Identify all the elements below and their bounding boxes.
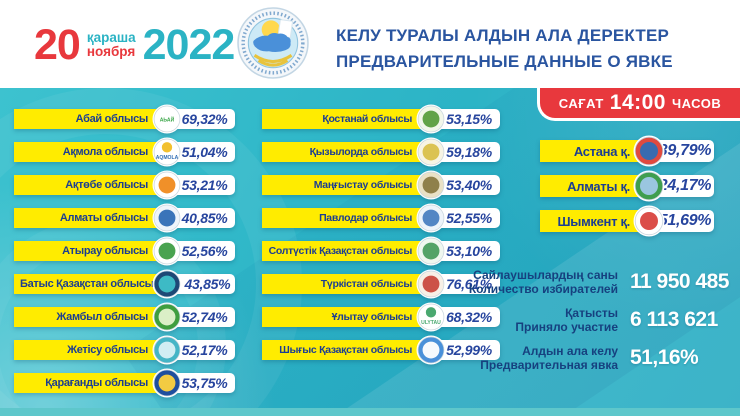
time-badge-time: 14:00 (609, 91, 666, 114)
time-badge-suffix: ЧАСОВ (671, 95, 722, 111)
region-emblem-icon (416, 137, 446, 167)
region-row: Павлодар облысы 52,55% (262, 203, 500, 233)
region-name: Қызылорда облысы (262, 142, 424, 162)
region-name: Ұлытау облысы (262, 307, 424, 327)
turnout-value: 43,85% (165, 274, 235, 294)
region-name: Маңғыстау облысы (262, 175, 424, 195)
region-row: Маңғыстау облысы 53,40% (262, 170, 500, 200)
region-row: Шымкент қ. 51,69% (540, 205, 714, 237)
svg-text:АЬАЙ: АЬАЙ (160, 115, 175, 123)
region-row: Түркістан облысы 76,61% (262, 269, 500, 299)
stat-label-russian: Предварительная явка (480, 357, 618, 372)
stat-label: Сайлаушылардың саны Количество избирателе… (469, 268, 618, 297)
title-kazakh: КЕЛУ ТУРАЛЫ АЛДЫН АЛА ДЕРЕКТЕР (336, 26, 670, 45)
stat-value: 51,16% (630, 345, 699, 369)
region-row: Ақмола облысы 51,04% AQMOLA (14, 137, 235, 167)
region-emblem-icon (416, 170, 446, 200)
header: 20 қараша ноября 2022 (0, 0, 740, 88)
cec-emblem-icon (237, 7, 309, 79)
region-emblem-icon (416, 203, 446, 233)
region-emblem-icon (633, 135, 665, 167)
stat-value: 6 113 621 (630, 308, 718, 332)
region-emblem-icon (152, 269, 182, 299)
region-name: Батыс Қазақстан облысы (14, 274, 166, 294)
region-column-middle: Қостанай облысы 53,15% Қызылорда облысы 59… (262, 104, 500, 365)
region-emblem-icon (416, 104, 446, 134)
date-day: 20 (34, 20, 81, 69)
region-row: Қызылорда облысы 59,18% (262, 137, 500, 167)
region-emblem-icon (416, 269, 446, 299)
region-emblem-icon (152, 368, 182, 398)
region-column-left: Абай облысы 69,32% АЬАЙ Ақмола облысы 51,04… (14, 104, 235, 398)
svg-text:ULYTAU: ULYTAU (421, 320, 441, 326)
date-month-kazakh: қараша (86, 29, 136, 45)
region-emblem-icon (152, 236, 182, 266)
region-row: Абай облысы 69,32% АЬАЙ (14, 104, 235, 134)
region-name: Шымкент қ. (540, 210, 642, 232)
region-row: Астана қ. 39,79% (540, 135, 714, 167)
region-row: Қарағанды облысы 53,75% (14, 368, 235, 398)
region-emblem-icon: ULYTAU (416, 302, 446, 332)
region-name: Жетісу облысы (14, 340, 160, 360)
region-row: Ақтөбе облысы 53,21% (14, 170, 235, 200)
bottom-strip (0, 408, 740, 416)
region-name: Солтүстік Қазақстан облысы (262, 241, 424, 261)
region-name: Ақмола облысы (14, 142, 160, 162)
region-emblem-icon (416, 236, 446, 266)
stat-label-kazakh: Сайлаушылардың саны (473, 268, 618, 282)
title-russian: ПРЕДВАРИТЕЛЬНЫЕ ДАННЫЕ О ЯВКЕ (336, 52, 673, 72)
stat-row: Сайлаушылардың саны Количество избирателе… (469, 268, 734, 297)
region-name: Павлодар облысы (262, 208, 424, 228)
content-area: САҒАТ 14:00 ЧАСОВ Абай облысы 69,32% АЬАЙ… (0, 88, 740, 416)
region-row: Атырау облысы 52,56% (14, 236, 235, 266)
region-emblem-icon: АЬАЙ (152, 104, 182, 134)
region-emblem-icon: AQMOLA (152, 137, 182, 167)
region-row: Ұлытау облысы 68,32% ULYTAU (262, 302, 500, 332)
time-badge-prefix: САҒАТ (558, 95, 604, 111)
region-emblem-icon (633, 205, 665, 237)
region-name: Қарағанды облысы (14, 373, 160, 393)
region-row: Алматы қ. 24,17% (540, 170, 714, 202)
stat-row: Қатысты Приняло участие 6 113 621 (469, 306, 734, 335)
region-emblem-icon (152, 170, 182, 200)
region-name: Жамбыл облысы (14, 307, 160, 327)
svg-text:AQMOLA: AQMOLA (156, 155, 179, 161)
region-name: Абай облысы (14, 109, 160, 129)
region-name: Шығыс Қазақстан облысы (262, 340, 424, 360)
page-title: КЕЛУ ТУРАЛЫ АЛДЫН АЛА ДЕРЕКТЕР ПРЕДВАРИТ… (336, 23, 673, 76)
region-emblem-icon (152, 302, 182, 332)
stat-label-russian: Количество избирателей (468, 282, 618, 297)
date-year: 2022 (142, 20, 236, 69)
date-month-russian: ноября (86, 44, 136, 59)
region-row: Жамбыл облысы 52,74% (14, 302, 235, 332)
stat-label: Қатысты Приняло участие (515, 306, 618, 335)
city-column-right: Астана қ. 39,79% Алматы қ. 24,17% Шымкент … (540, 135, 714, 237)
time-badge: САҒАТ 14:00 ЧАСОВ (537, 88, 740, 121)
region-emblem-icon (633, 170, 665, 202)
region-name: Түркістан облысы (262, 274, 424, 294)
region-emblem-icon (152, 335, 182, 365)
region-name: Астана қ. (540, 140, 642, 162)
region-emblem-icon (416, 335, 446, 365)
region-name: Атырау облысы (14, 241, 160, 261)
region-row: Қостанай облысы 53,15% (262, 104, 500, 134)
region-name: Алматы облысы (14, 208, 160, 228)
stat-label-kazakh: Қатысты (565, 305, 618, 320)
summary-stats: Сайлаушылардың саны Количество избирателе… (469, 268, 734, 372)
stat-value: 11 950 485 (630, 270, 729, 294)
stat-label-russian: Приняло участие (515, 320, 618, 335)
region-row: Шығыс Қазақстан облысы 52,99% (262, 335, 500, 365)
stat-row: Алдын ала келу Предварительная явка 51,16% (469, 344, 734, 373)
region-name: Ақтөбе облысы (14, 175, 160, 195)
stat-label: Алдын ала келу Предварительная явка (480, 344, 618, 373)
region-row: Алматы облысы 40,85% (14, 203, 235, 233)
region-row: Батыс Қазақстан облысы 43,85% (14, 269, 235, 299)
region-row: Солтүстік Қазақстан облысы 53,10% (262, 236, 500, 266)
region-name: Алматы қ. (540, 175, 642, 197)
region-row: Жетісу облысы 52,17% (14, 335, 235, 365)
region-emblem-icon (152, 203, 182, 233)
region-name: Қостанай облысы (262, 109, 424, 129)
stat-label-kazakh: Алдын ала келу (522, 343, 618, 358)
